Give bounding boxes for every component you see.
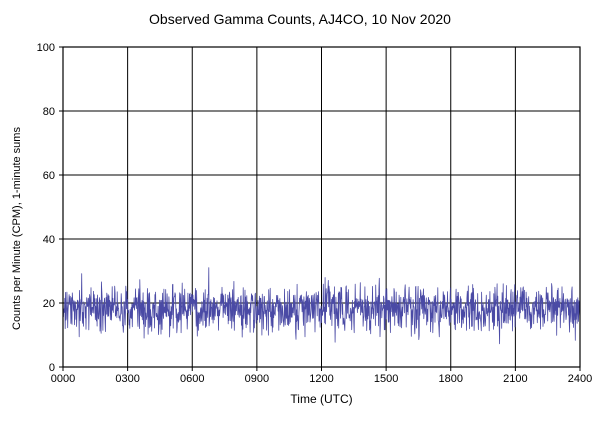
gamma-counts-series-line <box>62 267 581 345</box>
x-tick-label: 0600 <box>180 373 204 385</box>
x-tick-label: 1500 <box>374 373 398 385</box>
x-tick-label: 1200 <box>309 373 333 385</box>
y-tick-label: 0 <box>49 362 55 374</box>
y-tick-label: 100 <box>37 42 55 54</box>
x-tick-label: 0900 <box>245 373 269 385</box>
y-tick-label: 80 <box>43 106 55 118</box>
y-axis-label: Counts per Minute (CPM), 1-minute sums <box>11 127 23 330</box>
chart-title: Observed Gamma Counts, AJ4CO, 10 Nov 202… <box>149 11 451 27</box>
x-tick-label: 0000 <box>51 373 75 385</box>
x-axis-label: Time (UTC) <box>290 392 353 406</box>
y-tick-label: 40 <box>43 234 55 246</box>
y-tick-label: 60 <box>43 170 55 182</box>
x-tick-label: 2400 <box>568 373 592 385</box>
x-tick-label: 2100 <box>503 373 527 385</box>
x-tick-label: 0300 <box>115 373 139 385</box>
tick-marks <box>59 46 581 371</box>
x-tick-label: 1800 <box>439 373 463 385</box>
tick-labels: 0000 0300 0600 0900 1200 1500 1800 2100 2400 0 20 4… <box>37 42 593 385</box>
y-tick-label: 20 <box>43 298 55 310</box>
